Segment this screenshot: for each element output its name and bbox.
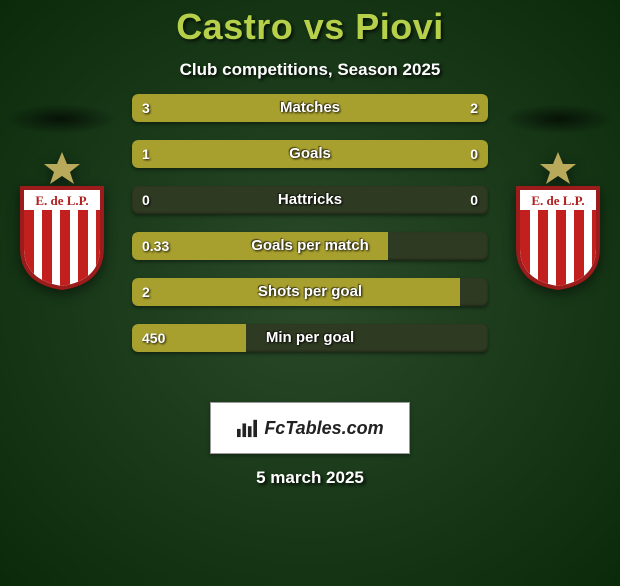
stat-row: 450Min per goal	[132, 324, 488, 352]
team-right-crest: E. de L.P.	[508, 150, 608, 290]
bar-chart-icon	[236, 418, 258, 438]
star-icon	[44, 152, 80, 184]
stat-label: Min per goal	[132, 324, 488, 352]
shield-top-text: E. de L.P.	[531, 193, 584, 208]
date: 5 march 2025	[0, 468, 620, 488]
team-left-crest: E. de L.P.	[12, 150, 112, 290]
stat-row: 0.33Goals per match	[132, 232, 488, 260]
stat-row: 00Hattricks	[132, 186, 488, 214]
star-icon	[540, 152, 576, 184]
watermark-text: FcTables.com	[264, 418, 383, 439]
stat-row: 32Matches	[132, 94, 488, 122]
stat-label: Shots per goal	[132, 278, 488, 306]
watermark: FcTables.com	[210, 402, 410, 454]
shadow-left	[6, 104, 116, 134]
comparison-arena: E. de L.P. E. de L.P. 32Mat	[0, 98, 620, 398]
stat-row: 2Shots per goal	[132, 278, 488, 306]
subtitle: Club competitions, Season 2025	[0, 60, 620, 80]
stat-label: Goals per match	[132, 232, 488, 260]
stat-label: Goals	[132, 140, 488, 168]
shadow-right	[504, 104, 614, 134]
stat-label: Hattricks	[132, 186, 488, 214]
stat-label: Matches	[132, 94, 488, 122]
stat-row: 10Goals	[132, 140, 488, 168]
page-title: Castro vs Piovi	[0, 6, 620, 48]
stat-bars-container: 32Matches 10Goals 00Hattricks 0.33Goals per…	[132, 94, 488, 370]
shield-top-text: E. de L.P.	[35, 193, 88, 208]
